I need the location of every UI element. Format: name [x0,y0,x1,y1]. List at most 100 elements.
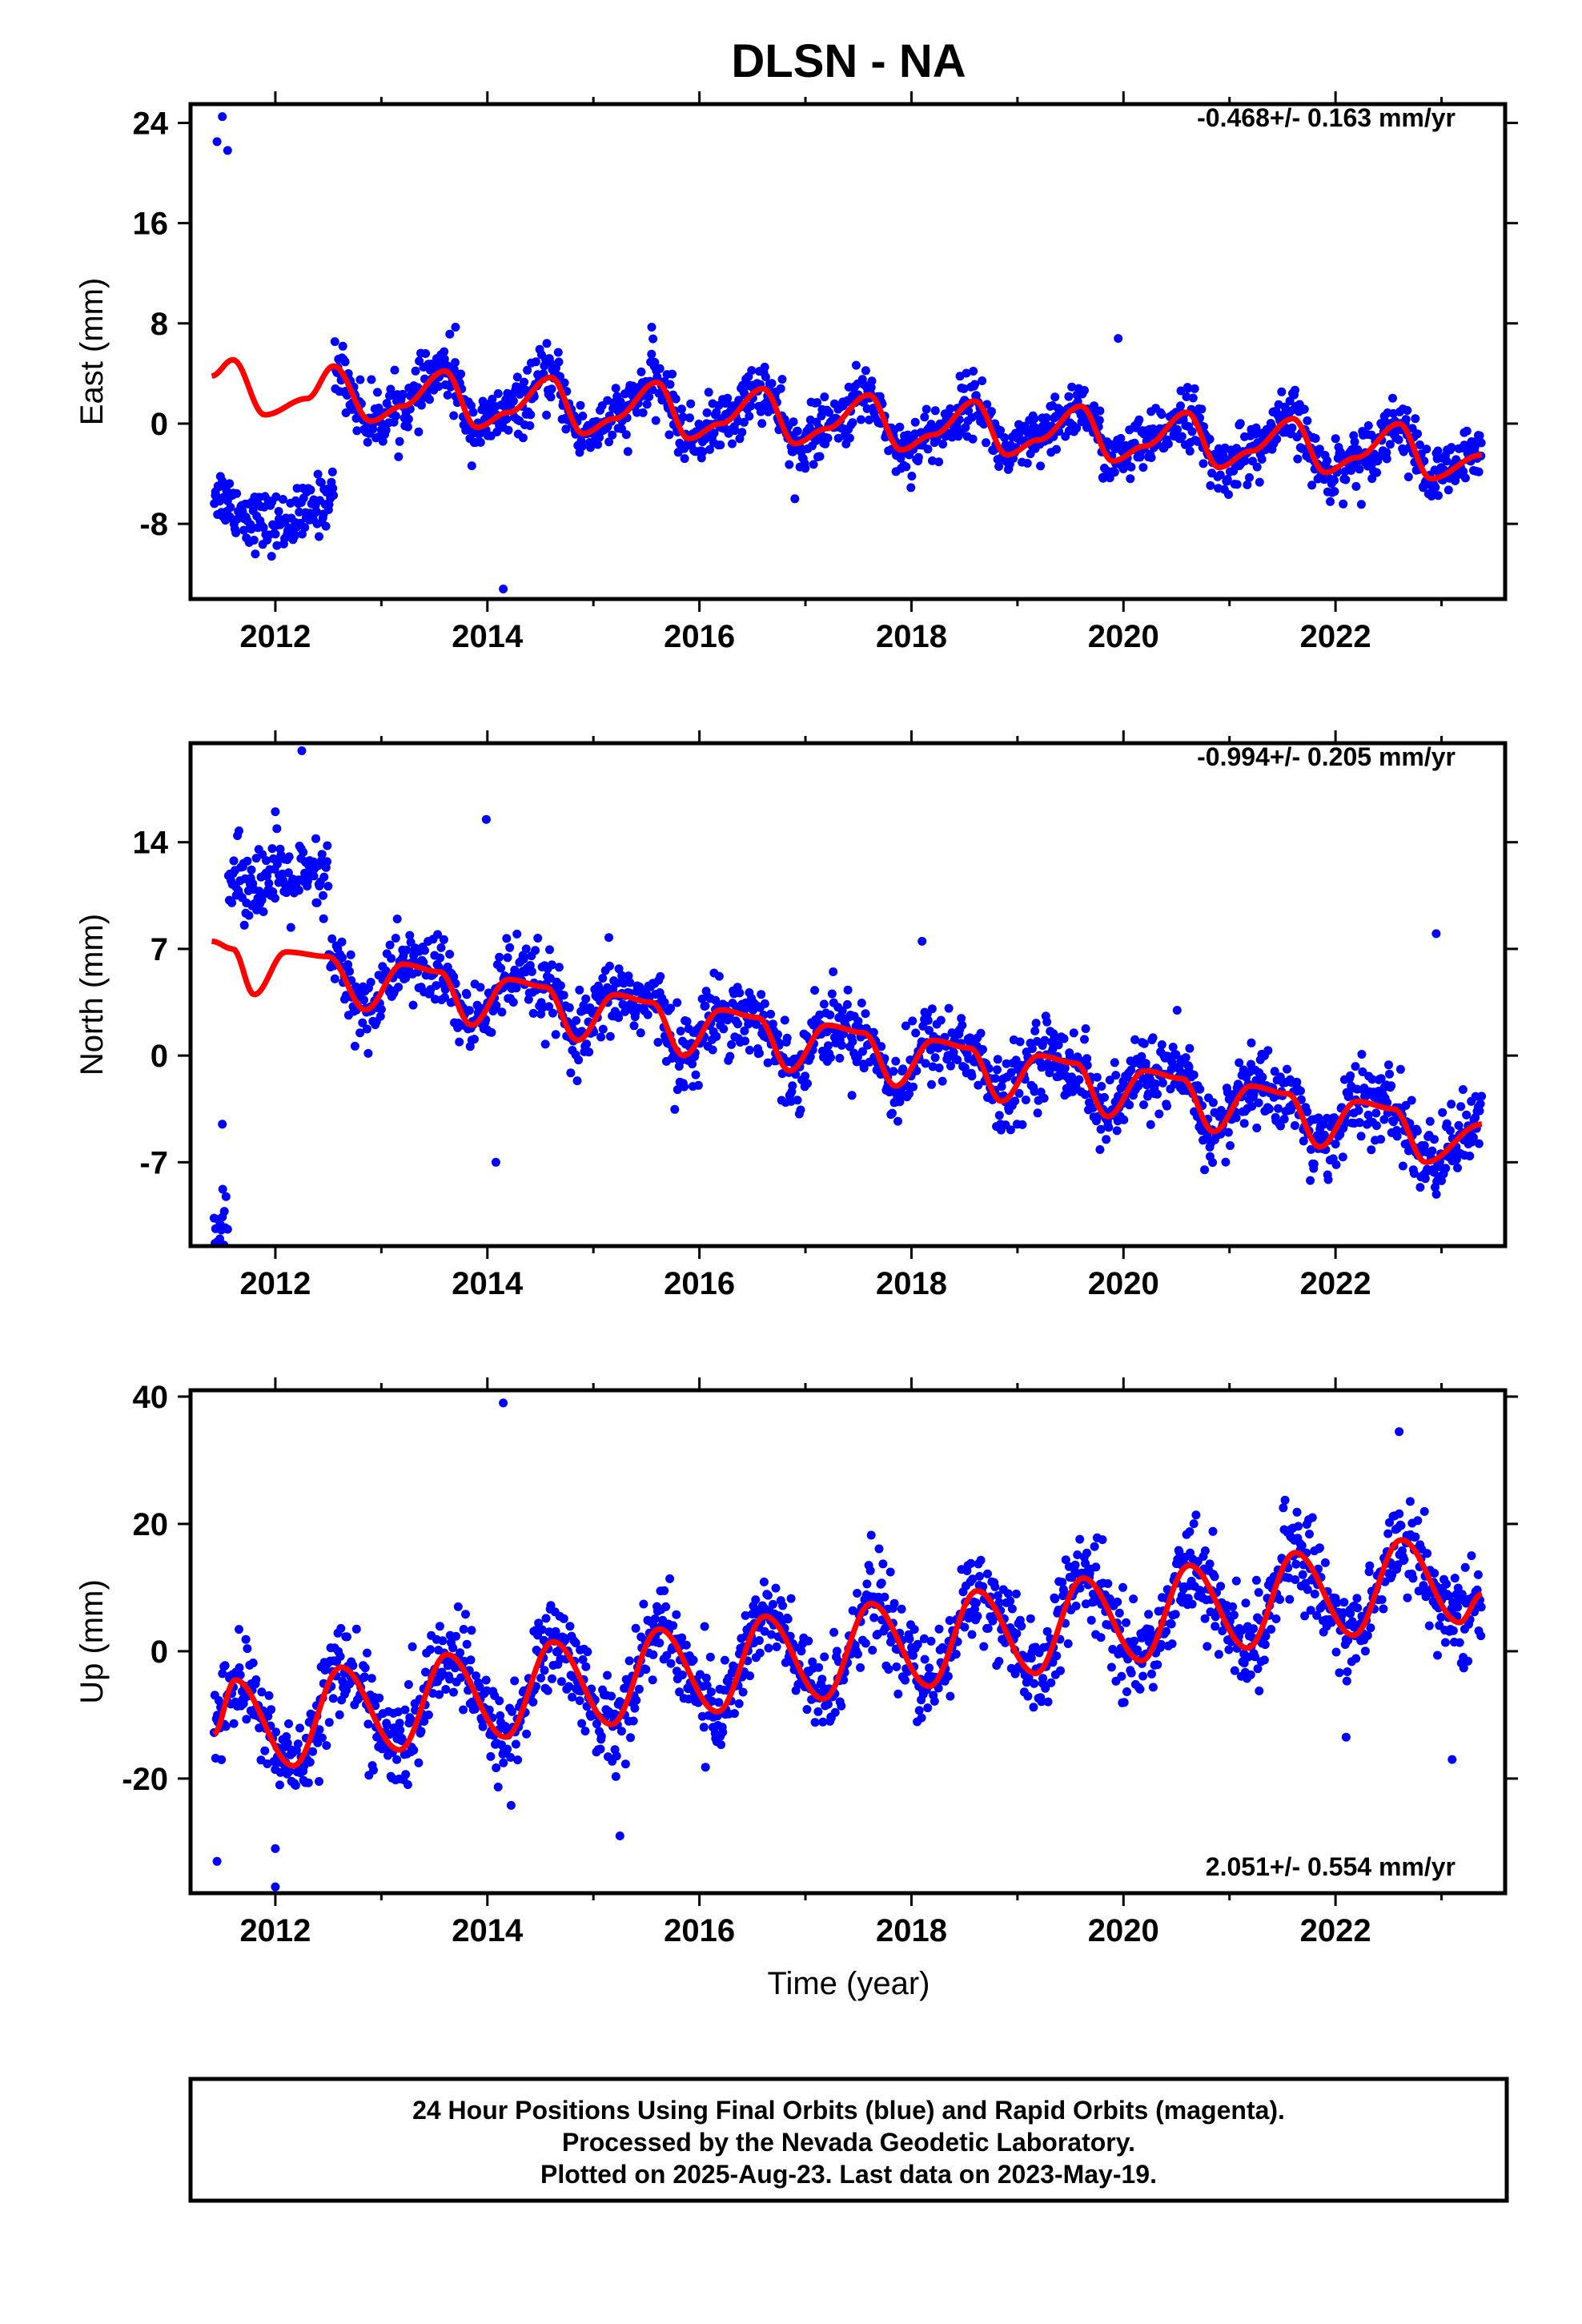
data-point [1356,1132,1366,1141]
data-point [1363,1630,1372,1640]
data-point [1344,1090,1354,1100]
data-point [1205,1559,1215,1569]
data-point [462,990,472,999]
data-point [1275,1594,1285,1604]
data-point [735,988,745,998]
data-point [1041,1683,1050,1693]
data-point [1218,1626,1227,1635]
data-point [666,1003,676,1013]
data-point [1387,1081,1396,1091]
footer-line-2: Processed by the Nevada Geodetic Laborat… [562,2128,1135,2157]
data-point [974,1080,983,1090]
data-point [754,1636,764,1645]
data-point [1091,1562,1101,1572]
data-point [969,367,978,376]
data-point [1193,436,1203,446]
data-point [322,1741,331,1751]
data-point [1326,497,1335,506]
data-point [1330,487,1339,497]
data-point [757,419,767,428]
data-point [1030,1026,1040,1035]
data-point [1294,1522,1303,1531]
data-point [528,1008,538,1018]
data-point [1158,1078,1167,1088]
data-point [492,1001,501,1011]
data-point [901,462,911,472]
data-point [1305,1530,1314,1539]
data-point [1401,1100,1411,1110]
data-point [282,1732,291,1741]
data-point [445,1675,454,1684]
data-point [556,981,565,991]
data-point [395,436,404,446]
data-point [888,1108,897,1118]
data-point [348,1661,358,1671]
data-point [574,1055,584,1065]
data-point [434,382,444,392]
data-point [235,1671,245,1680]
data-point [1029,1703,1038,1712]
data-point [1271,1614,1281,1623]
data-point [680,454,689,464]
data-point [1315,444,1324,454]
data-point [1189,1070,1199,1080]
data-point [845,433,854,443]
data-point [701,1001,710,1011]
data-point [553,348,563,357]
data-point [1338,1152,1347,1162]
data-point [814,1663,824,1672]
data-point [1018,1120,1027,1129]
data-point [502,934,512,943]
data-point [1146,453,1156,462]
data-point [1221,1157,1231,1167]
data-point [728,439,737,448]
data-point [1396,1521,1406,1530]
up-axis-label: Up (mm) [74,1579,110,1704]
data-point [1401,415,1411,424]
data-point [526,410,536,420]
data-point [796,1105,805,1115]
data-point [853,1016,863,1026]
data-point [1350,437,1359,447]
data-point [874,1544,884,1554]
y-tick-label: 20 [133,1507,169,1542]
data-point [548,1008,557,1018]
data-point [968,434,978,444]
data-point [1050,392,1060,402]
data-point [1048,1658,1058,1667]
data-point [1002,1059,1011,1068]
outlier-point [1114,334,1123,344]
data-point [572,1015,581,1025]
data-point [1139,1039,1149,1048]
data-point [431,995,440,1004]
data-point [1399,1555,1409,1565]
footer-box [188,2077,1509,2203]
data-point [299,847,308,857]
outlier-point [212,1856,222,1866]
data-point [859,1063,869,1073]
data-point [1430,1135,1439,1144]
data-point [725,1051,735,1061]
data-point [239,920,249,930]
data-point [908,1016,917,1026]
data-point [700,1622,709,1631]
data-point [1339,1598,1349,1607]
data-point [488,394,497,404]
data-point [760,1626,769,1636]
data-point [392,1755,402,1764]
data-point [506,1800,516,1810]
data-point [1133,1645,1142,1655]
data-point [737,428,747,437]
data-point [1056,1666,1065,1675]
outlier-point [218,112,227,122]
data-point [993,1055,1002,1064]
data-point [1476,1099,1485,1108]
data-point [373,388,382,397]
data-point [1287,423,1297,432]
data-point [470,1035,479,1044]
data-point [810,1718,820,1727]
data-point [605,1031,615,1041]
data-point [636,367,646,376]
data-point [1291,385,1299,395]
data-point [763,1058,773,1068]
